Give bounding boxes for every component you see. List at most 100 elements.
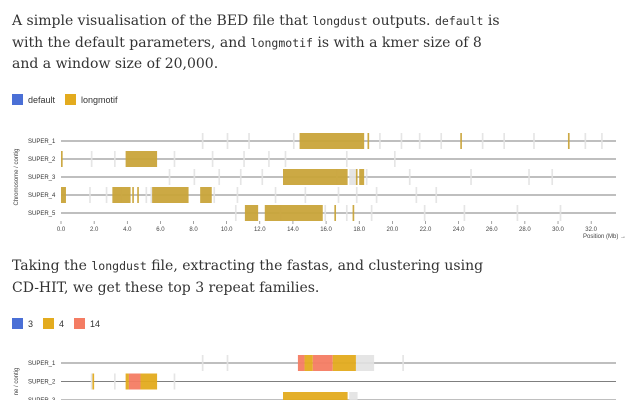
code-longmotif: longmotif (250, 35, 313, 50)
faint-segment (559, 205, 562, 221)
legend-label-default: default (28, 94, 56, 105)
faint-segment (349, 392, 358, 400)
repeat-segment (355, 169, 358, 185)
repeat-segment (264, 205, 323, 221)
faint-segment (226, 355, 229, 371)
x-tick-label: 18.0 (353, 227, 365, 233)
faint-segment (114, 151, 116, 167)
faint-segment (261, 169, 264, 185)
code-longdust: longdust (312, 14, 368, 28)
faint-segment (365, 169, 368, 185)
repeat-segment (334, 205, 337, 221)
faint-segment (150, 187, 153, 203)
faint-segment (234, 205, 237, 221)
faint-segment (268, 151, 270, 167)
code-longdust-2: longdust (91, 259, 147, 273)
repeat-segment (125, 373, 129, 390)
repeat-segment (299, 133, 365, 149)
faint-segment (533, 133, 535, 149)
faint-segment (423, 205, 426, 221)
faint-segment (292, 133, 295, 149)
faint-segment (418, 133, 421, 149)
repeat-segment (128, 373, 141, 390)
faint-segment (400, 133, 403, 149)
faint-segment (284, 151, 287, 167)
faint-segment (375, 187, 378, 203)
repeat-segment (297, 355, 305, 371)
repeat-segment (283, 392, 348, 400)
repeat-segment (200, 187, 212, 203)
repeat-segment (152, 187, 189, 203)
row-label-super-4: SUPER_4 (28, 193, 56, 199)
x-tick-label: 30.0 (552, 227, 564, 233)
x-tick-label: 26.0 (486, 227, 498, 233)
repeat-segment (352, 205, 355, 221)
faint-segment (90, 151, 93, 167)
faint-segment (440, 133, 443, 149)
legend-swatch-4 (43, 318, 55, 329)
repeat-segment (244, 205, 259, 221)
legend-swatch-longmotif (65, 94, 77, 105)
faint-segment (370, 205, 373, 221)
legend-swatch-3 (12, 318, 23, 329)
legend-label-longmotif: longmotif (81, 94, 118, 105)
faint-segment (345, 151, 348, 167)
intro-text-2: outputs. (367, 13, 435, 29)
faint-segment (213, 187, 216, 203)
faint-segment (173, 373, 176, 390)
legend-swatch-default (12, 94, 23, 105)
x-tick-label: 8.0 (189, 227, 198, 233)
repeat-segment (112, 187, 131, 203)
legend-label-3: 3 (28, 318, 34, 329)
y-axis-title: ne / contig (14, 368, 20, 396)
x-tick-label: 14.0 (287, 227, 299, 233)
repeat-segment (359, 169, 365, 185)
faint-segment (470, 169, 472, 185)
faint-segment (349, 169, 356, 185)
faint-segment (481, 133, 484, 149)
cluster-text-2: file, extracting the fastas, and cluster… (12, 258, 484, 296)
legend-item-3[interactable]: 3 (12, 318, 33, 329)
faint-segment (408, 169, 411, 185)
repeat-segment (304, 355, 313, 371)
faint-segment (345, 205, 348, 221)
legend-item-default[interactable]: default (12, 94, 55, 105)
y-axis-title: Chromosome / contig (14, 148, 20, 205)
faint-segment (516, 205, 519, 221)
faint-segment (211, 151, 214, 167)
legend-item-longmotif[interactable]: longmotif (65, 94, 118, 105)
faint-segment (243, 151, 245, 167)
repeat-segment (125, 151, 158, 167)
x-tick-label: 2.0 (90, 227, 99, 233)
faint-segment (168, 169, 171, 185)
faint-segment (379, 133, 381, 149)
row-label-super-1: SUPER_1 (28, 361, 56, 367)
faint-segment (218, 169, 221, 185)
intro-text-3: is with the default parameters, and (12, 13, 500, 51)
code-default: default (434, 14, 484, 28)
faint-segment (304, 187, 307, 203)
legend-families: 3 4 14 (12, 318, 110, 329)
faint-segment (435, 187, 438, 203)
repeat-segment (140, 373, 158, 390)
faint-segment (601, 133, 603, 149)
repeat-segment (367, 133, 370, 149)
faint-segment (173, 151, 176, 167)
intro-paragraph: A simple visualisation of the BED file t… (12, 11, 512, 76)
legend-swatch-14 (74, 318, 86, 329)
faint-segment (355, 187, 358, 203)
legend-item-14[interactable]: 14 (74, 318, 100, 329)
faint-segment (415, 187, 418, 203)
faint-segment (463, 205, 466, 221)
family-track-chart: SUPER_1 SUPER_2 SUPER_3 ne / contig (14, 355, 616, 400)
faint-segment (355, 355, 375, 371)
intro-text-1: A simple visualisation of the BED file t… (12, 13, 313, 29)
row-label-super-3: SUPER_3 (28, 398, 56, 400)
faint-segment (90, 373, 93, 390)
faint-segment (324, 205, 327, 221)
repeat-segment (92, 373, 95, 390)
legend-item-4[interactable]: 4 (43, 318, 64, 329)
x-tick-label: 4.0 (123, 227, 132, 233)
row-label-super-2: SUPER_2 (28, 157, 56, 163)
faint-segment (114, 373, 116, 390)
